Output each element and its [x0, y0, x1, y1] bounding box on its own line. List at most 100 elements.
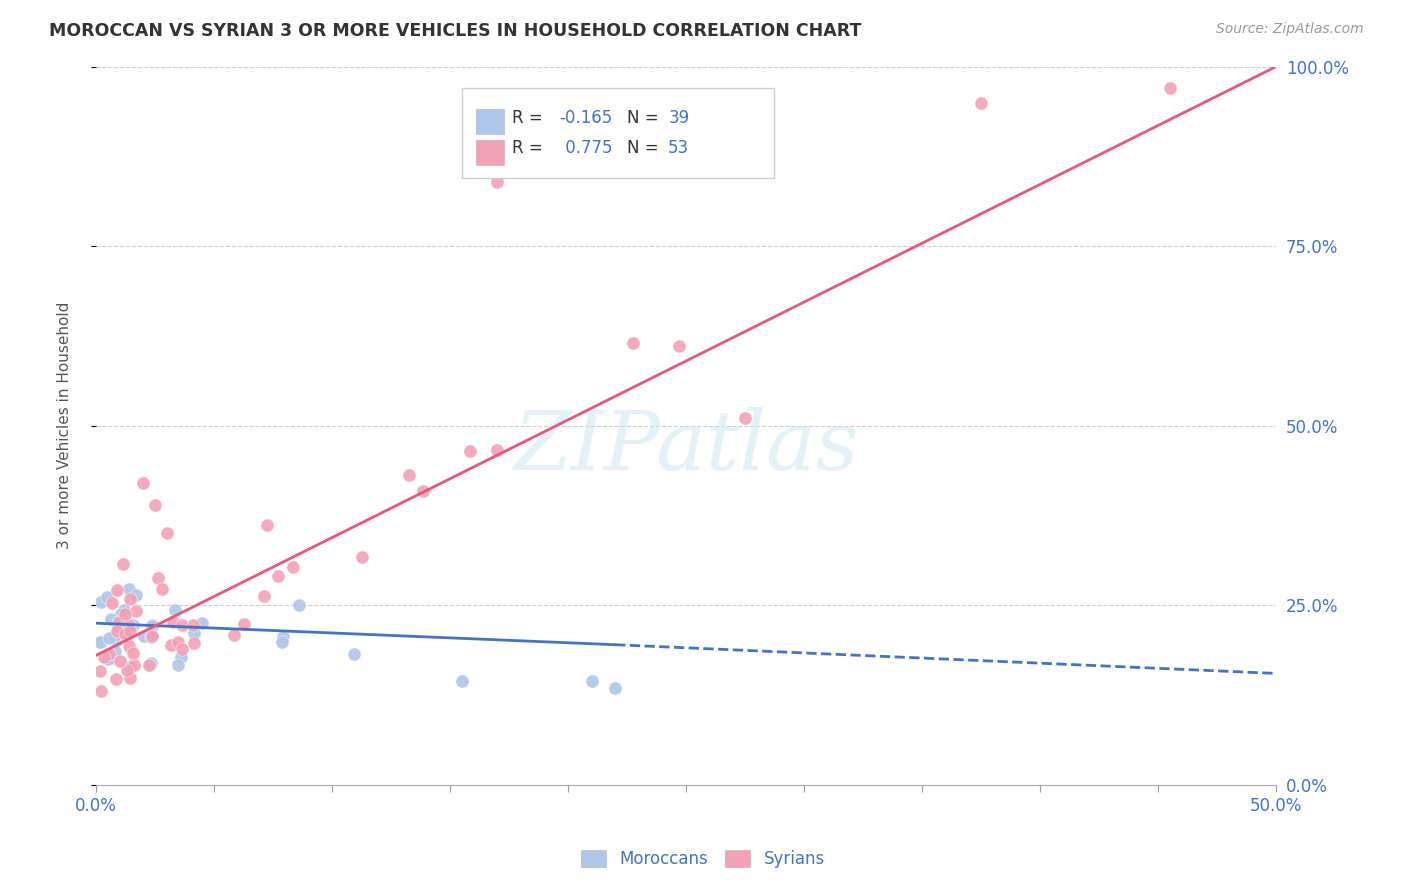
Point: [486, 442, 509, 457]
Point: [734, 411, 756, 425]
Text: N =: N =: [627, 139, 664, 158]
Point: [166, 635, 188, 649]
Point: [621, 336, 644, 351]
Point: [132, 628, 155, 642]
Point: [115, 664, 138, 678]
Point: [141, 619, 163, 633]
Point: [100, 611, 122, 625]
Point: [108, 615, 131, 629]
Point: [101, 596, 124, 610]
Point: [162, 615, 184, 630]
Point: [114, 627, 136, 641]
Point: [118, 640, 141, 654]
Text: 39: 39: [668, 109, 689, 127]
Point: [458, 444, 481, 458]
Point: [166, 658, 188, 673]
Point: [288, 598, 311, 612]
Point: [114, 607, 136, 622]
Point: [141, 629, 163, 643]
Point: [270, 635, 292, 649]
Point: [183, 635, 205, 649]
Point: [412, 484, 434, 499]
Point: [132, 476, 155, 491]
Point: [155, 526, 177, 541]
Text: R =: R =: [512, 139, 548, 158]
Point: [105, 672, 128, 686]
Point: [98, 647, 121, 661]
Text: ZIPatlas: ZIPatlas: [513, 408, 859, 487]
Point: [111, 613, 134, 627]
Point: [350, 549, 373, 564]
Y-axis label: 3 or more Vehicles in Household: 3 or more Vehicles in Household: [58, 302, 72, 549]
Point: [139, 625, 162, 640]
Point: [486, 174, 509, 188]
Point: [169, 650, 191, 665]
Point: [118, 582, 141, 596]
Point: [96, 590, 118, 604]
Point: [125, 588, 148, 602]
Point: [152, 582, 174, 597]
Point: [114, 625, 136, 640]
Point: [398, 467, 420, 482]
Point: [233, 617, 256, 632]
Point: [224, 628, 246, 642]
Point: [191, 616, 214, 631]
Point: [120, 592, 142, 607]
Point: [112, 603, 135, 617]
Point: [253, 589, 276, 603]
Point: [970, 95, 993, 110]
Point: [181, 617, 204, 632]
Point: [146, 570, 169, 584]
Point: [90, 684, 112, 698]
Text: 53: 53: [668, 139, 689, 158]
Point: [605, 681, 627, 695]
Point: [89, 664, 111, 678]
Point: [125, 603, 148, 617]
Point: [343, 647, 366, 661]
Point: [138, 657, 160, 672]
Point: [122, 646, 145, 660]
Text: MOROCCAN VS SYRIAN 3 OR MORE VEHICLES IN HOUSEHOLD CORRELATION CHART: MOROCCAN VS SYRIAN 3 OR MORE VEHICLES IN…: [49, 22, 862, 40]
Legend: Moroccans, Syrians: Moroccans, Syrians: [575, 843, 831, 875]
Point: [90, 595, 112, 609]
Point: [139, 630, 162, 644]
Point: [183, 626, 205, 640]
Point: [112, 557, 135, 571]
FancyBboxPatch shape: [475, 140, 505, 165]
Point: [120, 659, 142, 673]
Point: [143, 498, 166, 512]
Point: [141, 618, 163, 632]
Point: [668, 339, 690, 353]
Text: N =: N =: [627, 109, 664, 127]
Text: 0.775: 0.775: [560, 139, 612, 158]
Point: [105, 582, 128, 597]
Point: [104, 633, 127, 648]
Point: [122, 657, 145, 672]
Point: [105, 624, 128, 639]
Point: [97, 631, 120, 645]
Point: [120, 671, 142, 685]
Point: [108, 654, 131, 668]
Point: [450, 673, 472, 688]
Point: [256, 517, 278, 532]
FancyBboxPatch shape: [461, 88, 775, 178]
Point: [118, 617, 141, 632]
Point: [107, 620, 129, 634]
Point: [170, 618, 193, 632]
Point: [122, 618, 145, 632]
Point: [90, 634, 112, 648]
Point: [110, 607, 132, 621]
Point: [89, 635, 111, 649]
Point: [93, 650, 115, 665]
Text: R =: R =: [512, 109, 548, 127]
Point: [160, 638, 183, 652]
Point: [267, 568, 290, 582]
Text: -0.165: -0.165: [560, 109, 613, 127]
Point: [120, 624, 142, 639]
Point: [104, 628, 127, 642]
Point: [1159, 81, 1181, 95]
Point: [97, 652, 120, 666]
Point: [581, 673, 603, 688]
Point: [101, 651, 124, 665]
Text: Source: ZipAtlas.com: Source: ZipAtlas.com: [1216, 22, 1364, 37]
